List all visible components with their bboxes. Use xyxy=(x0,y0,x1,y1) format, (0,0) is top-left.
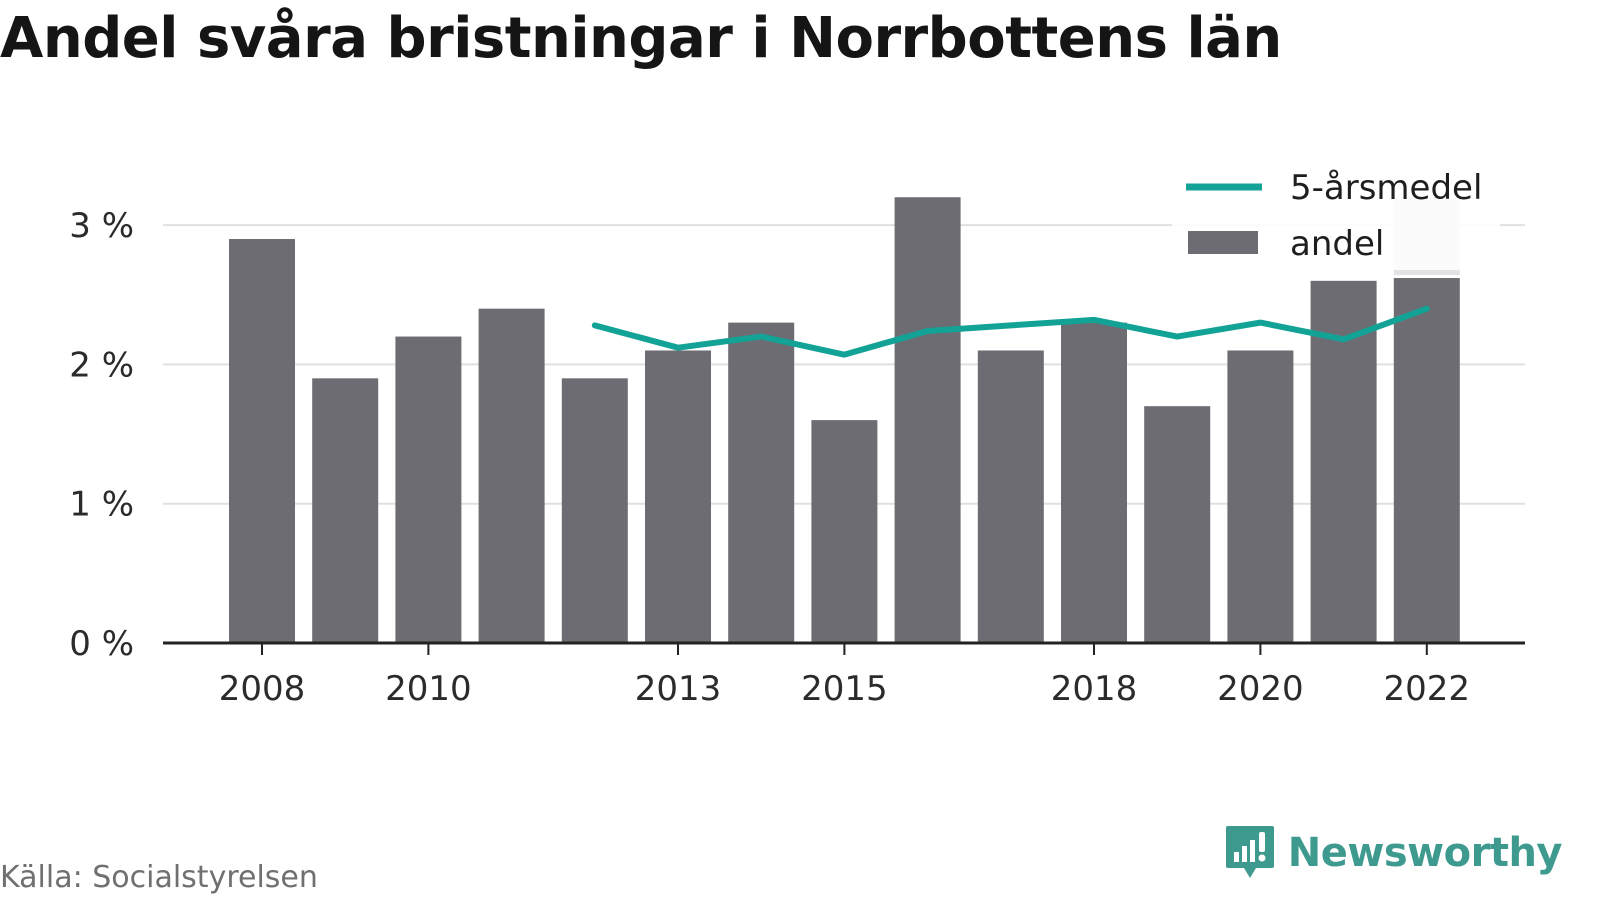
brand: Newsworthy xyxy=(1224,824,1563,882)
bar-2011 xyxy=(478,308,545,643)
bar-2009 xyxy=(312,378,379,643)
x-tick-label: 2020 xyxy=(1217,669,1304,709)
bar-2014 xyxy=(728,322,795,643)
legend: 5-årsmedel andel xyxy=(1172,160,1500,270)
bar-series xyxy=(229,197,1460,644)
x-tick-label: 2008 xyxy=(219,669,306,709)
newsworthy-logo-icon xyxy=(1225,826,1274,878)
bar-2016 xyxy=(894,197,961,644)
line-series xyxy=(591,305,1430,358)
legend-label-andel: andel xyxy=(1290,224,1384,264)
x-tick-label: 2022 xyxy=(1384,669,1471,709)
y-tick-label: 2 % xyxy=(69,345,134,385)
y-tick-label: 3 % xyxy=(69,206,134,246)
legend-swatch-bar xyxy=(1188,231,1258,254)
bar-2019 xyxy=(1144,406,1211,643)
line-5-arsmedel xyxy=(591,305,1430,358)
x-tick-label: 2013 xyxy=(635,669,722,709)
x-tick-label: 2018 xyxy=(1051,669,1138,709)
bar-2010 xyxy=(395,336,462,643)
bar-2008 xyxy=(229,239,295,643)
y-tick-label: 1 % xyxy=(69,485,134,525)
y-tick-label: 0 % xyxy=(69,624,134,664)
axes: 0 % 1 % 2 % 3 % 2008 2010 2013 2015 2018 2020 2022 xyxy=(69,206,1525,709)
legend-label-5-arsmedel: 5-årsmedel xyxy=(1290,168,1482,208)
bar-2022 xyxy=(1393,278,1460,643)
bar-2013 xyxy=(645,350,711,643)
bar-2012 xyxy=(561,378,628,643)
bar-2017 xyxy=(977,350,1044,643)
chart-title: Andel svåra bristningar i Norrbottens lä… xyxy=(0,6,1282,71)
bar-2020 xyxy=(1227,350,1294,643)
x-tick-label: 2015 xyxy=(801,669,888,709)
brand-name: Newsworthy xyxy=(1287,830,1563,876)
bar-2018 xyxy=(1061,322,1127,643)
bar-2015 xyxy=(811,420,878,643)
x-tick-label: 2010 xyxy=(385,669,472,709)
source-note: Källa: Socialstyrelsen xyxy=(0,860,318,895)
